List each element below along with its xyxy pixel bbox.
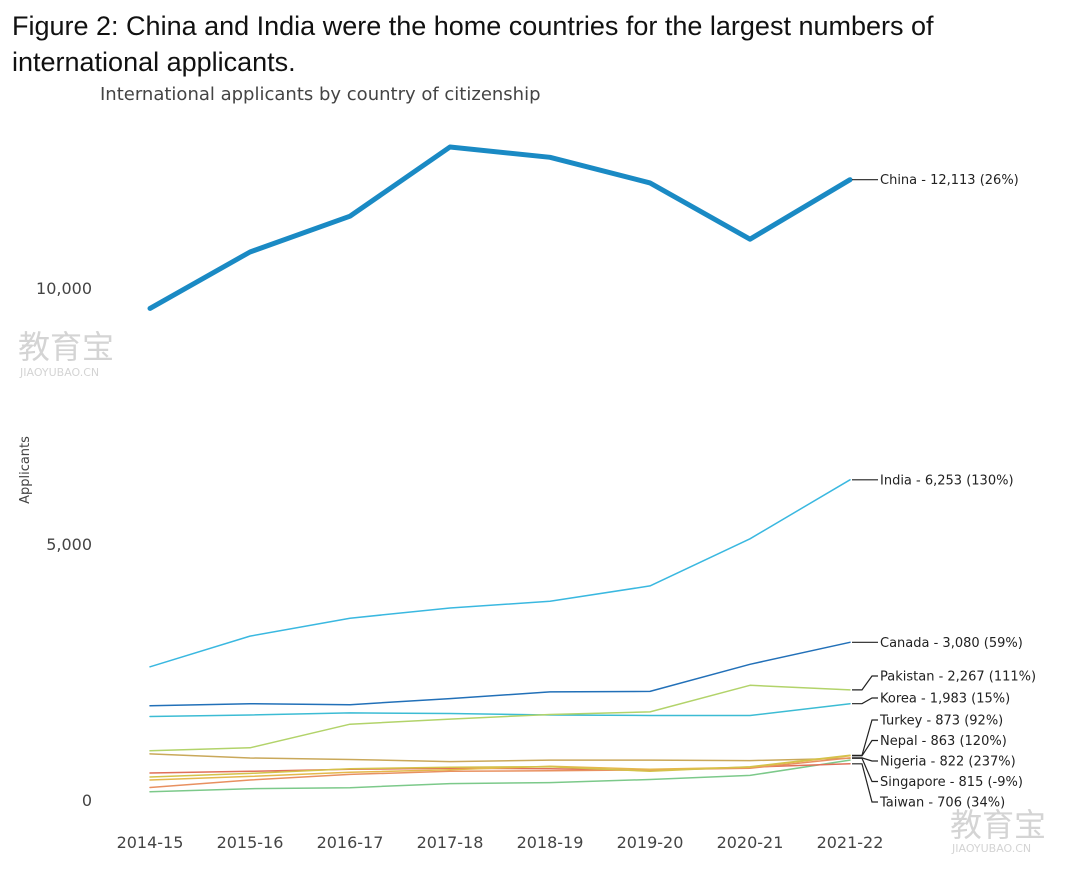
series-label-nigeria: Nigeria - 822 (237%) [880,755,1016,770]
label-leader-line [852,719,878,756]
x-tick-label: 2018-19 [517,833,584,852]
series-line-turkey [149,754,851,778]
series-label-china: China - 12,113 (26%) [880,173,1019,188]
series-line-other [149,759,851,793]
label-leader-line [852,675,878,691]
label-leader-line [852,739,878,757]
figure-title: Figure 2: China and India were the home … [12,11,934,77]
x-tick-label: 2014-15 [117,833,184,852]
series-label-canada: Canada - 3,080 (59%) [880,636,1023,651]
y-axis-label: Applicants [18,436,33,504]
x-tick-label: 2015-16 [217,833,284,852]
label-leader-line [852,697,878,705]
y-axis-ticks: 0 5,000 10,000 [36,279,92,810]
x-tick-label: 2016-17 [317,833,384,852]
series-line-nigeria [149,757,851,789]
series-line-pakistan [149,684,851,752]
label-leader-line [852,763,878,803]
series-label-turkey: Turkey - 873 (92%) [879,714,1003,729]
series-line-nepal [149,755,851,781]
series-label-korea: Korea - 1,983 (15%) [880,692,1010,707]
y-tick-label: 10,000 [36,279,92,298]
series-label-india: India - 6,253 (130%) [880,473,1014,488]
series-label-taiwan: Taiwan - 706 (34%) [879,796,1005,811]
series-line-korea [149,702,851,718]
x-tick-label: 2021-22 [817,833,884,852]
x-axis-ticks: 2014-15 2015-16 2016-17 2017-18 2018-19 2019-… [117,833,884,852]
watermark-main: 教育宝 [950,806,1046,844]
x-tick-label: 2019-20 [617,833,684,852]
label-leader-line [852,757,878,783]
watermark-main: 教育宝 [18,328,114,366]
x-tick-label: 2020-21 [717,833,784,852]
watermark-top: 教育宝 JIAOYUBAO.CN [18,328,114,379]
series-label-singapore: Singapore - 815 (-9%) [880,775,1023,790]
series-line-canada [149,641,851,707]
y-tick-label: 0 [82,791,92,810]
series-line-china [147,144,853,311]
series-label-nepal: Nepal - 863 (120%) [880,734,1007,749]
watermark-sub: JIAOYUBAO.CN [19,366,99,379]
series-label-pakistan: Pakistan - 2,267 (111%) [880,670,1036,685]
series-lines [147,144,853,793]
x-tick-label: 2017-18 [417,833,484,852]
chart-title: International applicants by country of c… [100,84,541,105]
series-line-singapore [149,753,851,763]
watermark-bottom: 教育宝 JIAOYUBAO.CN [950,806,1046,855]
y-tick-label: 5,000 [46,535,92,554]
watermark-sub: JIAOYUBAO.CN [951,842,1031,855]
series-labels: China - 12,113 (26%) India - 6,253 (130%)… [852,173,1036,811]
series-line-india [149,479,851,668]
